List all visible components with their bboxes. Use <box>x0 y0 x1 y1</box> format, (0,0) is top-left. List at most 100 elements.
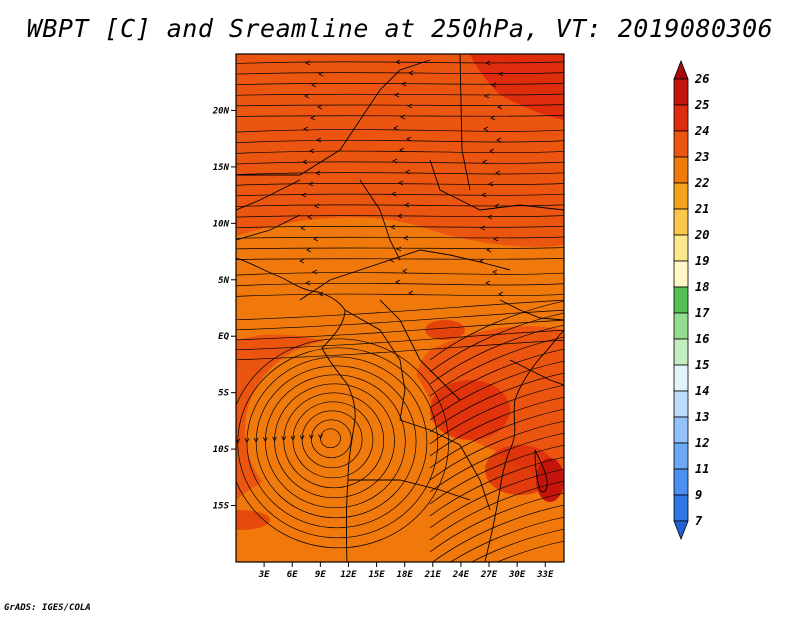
streamline <box>236 282 564 287</box>
streamline-arrow <box>308 181 314 187</box>
streamline-arrow <box>493 236 499 242</box>
streamline-arrow <box>494 203 500 209</box>
streamline <box>236 161 564 165</box>
streamline <box>236 299 564 321</box>
streamline-arrow <box>397 213 403 219</box>
colorbar-swatch <box>673 104 689 132</box>
colorbar: 7 9 11 12 13 14 15 16 17 18 19 20 21 22 23 24 25 26 <box>673 59 710 541</box>
streamline <box>236 247 564 250</box>
colorbar-label: 13 <box>695 410 709 424</box>
streamline <box>429 348 564 409</box>
streamline <box>236 93 564 96</box>
colorbar-label: 17 <box>695 306 710 320</box>
colorbar-swatch <box>673 468 689 496</box>
streamline <box>429 456 564 517</box>
colorbar-swatch <box>673 494 689 522</box>
streamline-arrow <box>305 60 311 66</box>
streamlines <box>236 59 564 562</box>
streamline-arrow <box>402 268 408 274</box>
streamline-arrow <box>398 180 404 186</box>
streamline-arrow <box>408 290 414 296</box>
streamline <box>429 468 564 529</box>
colorbar-label: 18 <box>695 280 709 294</box>
streamline <box>236 129 564 133</box>
colorbar-swatch <box>673 286 689 314</box>
streamline <box>429 480 564 541</box>
streamline <box>236 114 564 117</box>
streamline-arrow <box>404 202 410 208</box>
colorbar-label: 11 <box>695 462 709 476</box>
streamline <box>429 300 564 361</box>
streamline-arrow <box>303 126 309 132</box>
streamline <box>429 492 564 553</box>
streamline-arrow <box>318 71 324 77</box>
plot-frame <box>235 53 565 563</box>
x-tick-label: 27E <box>480 570 498 580</box>
streamline-arrow <box>314 203 320 209</box>
colorbar-swatch <box>673 390 689 418</box>
streamline <box>236 319 564 341</box>
streamline <box>236 339 564 361</box>
streamline <box>236 329 564 351</box>
x-tick-label: 18E <box>397 570 414 580</box>
y-tick-label: 10S <box>213 445 230 455</box>
colorbar-upper-triangle <box>673 59 689 80</box>
streamline <box>236 193 564 197</box>
streamline <box>429 336 564 397</box>
streamline <box>429 420 564 481</box>
colorbar-swatch <box>673 234 689 262</box>
streamline <box>236 172 564 175</box>
x-tick-label: 15E <box>368 570 385 580</box>
streamline <box>236 309 564 331</box>
streamline-arrow <box>396 246 402 252</box>
streamline <box>429 396 564 457</box>
streamline <box>236 82 564 86</box>
streamline <box>236 257 564 260</box>
streamline-arrow <box>395 59 401 65</box>
streamline-arrow <box>485 60 491 66</box>
streamline-arrow <box>498 291 504 297</box>
streamline <box>429 384 564 445</box>
y-tick-label: 5S <box>218 389 229 399</box>
streamline-arrow <box>491 82 497 88</box>
streamline-arrow <box>244 438 250 444</box>
colorbar-label: 15 <box>695 358 709 372</box>
streamline <box>429 324 564 385</box>
streamline-arrow <box>290 435 296 441</box>
y-tick-label: EQ <box>218 332 229 342</box>
streamline-arrow <box>301 192 307 198</box>
colorbar-label: 19 <box>695 254 709 268</box>
streamline-arrow <box>406 136 412 142</box>
colorbar-lower-triangle <box>673 520 689 541</box>
streamline <box>236 104 564 107</box>
x-tick-label: 3E <box>258 570 270 580</box>
streamline-arrow <box>305 280 311 286</box>
streamline-arrow <box>307 214 313 220</box>
streamline-arrow <box>318 434 323 440</box>
streamline <box>429 432 564 493</box>
streamline <box>236 272 564 276</box>
colorbar-swatch <box>673 338 689 366</box>
colorbar-label: 24 <box>694 124 709 138</box>
streamline-arrow <box>486 247 492 253</box>
streamline-arrow <box>304 93 310 99</box>
streamline-arrow <box>408 70 414 76</box>
streamline-arrow <box>262 437 268 443</box>
streamline <box>470 528 564 562</box>
streamline-arrow <box>407 103 413 109</box>
streamline-arrow <box>394 92 400 98</box>
colorbar-label: 12 <box>695 436 709 450</box>
streamline <box>432 504 564 562</box>
streamline-arrow <box>403 235 409 241</box>
streamline-arrow <box>485 280 491 286</box>
streamline-arrow <box>490 115 496 121</box>
streamline-arrow <box>253 437 259 443</box>
streamline-arrow <box>318 291 324 297</box>
streamline-arrow <box>281 436 287 442</box>
colorbar-swatch <box>673 156 689 184</box>
streamline-arrow <box>310 115 316 121</box>
streamline-arrow <box>300 225 306 231</box>
streamline <box>429 372 564 433</box>
streamline-arrow <box>484 93 490 99</box>
streamline <box>236 236 564 239</box>
